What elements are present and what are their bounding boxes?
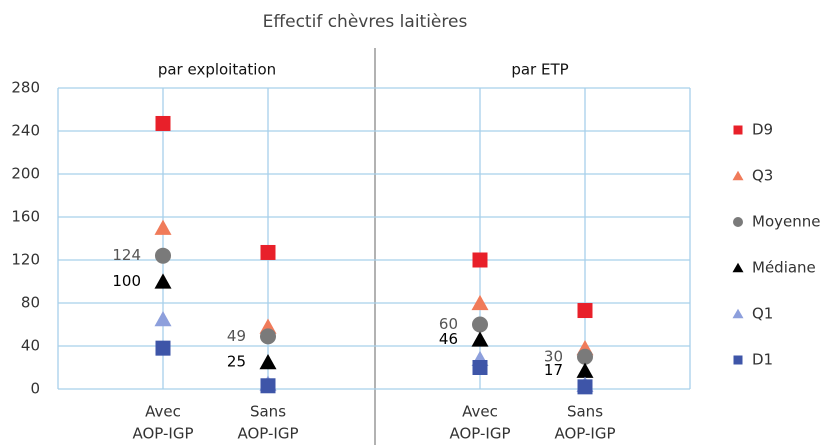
panel-title: par exploitation xyxy=(158,61,276,79)
legend-label: D1 xyxy=(752,351,773,369)
data-label: 100 xyxy=(112,272,141,290)
panel-title: par ETP xyxy=(511,61,568,79)
marker-square xyxy=(733,355,743,365)
y-tick-label: 80 xyxy=(21,294,40,312)
x-tick-label: AOP-IGP xyxy=(237,425,298,443)
marker-circle xyxy=(577,348,593,365)
x-tick-label: Avec xyxy=(145,403,181,421)
marker-triangle xyxy=(154,273,172,289)
marker-triangle xyxy=(154,311,172,327)
x-tick-label: Sans xyxy=(567,403,603,421)
x-tick-label: Avec xyxy=(462,403,498,421)
marker-triangle xyxy=(259,354,277,370)
marker-square xyxy=(155,340,171,356)
y-tick-label: 120 xyxy=(11,251,40,269)
x-tick-label: AOP-IGP xyxy=(554,425,615,443)
marker-circle xyxy=(155,247,171,264)
legend-label: Médiane xyxy=(752,259,816,277)
marker-triangle xyxy=(154,219,172,235)
marker-square xyxy=(577,379,593,395)
y-tick-label: 280 xyxy=(11,79,40,97)
data-label: 124 xyxy=(112,246,141,264)
marker-square xyxy=(577,303,593,319)
data-label: 17 xyxy=(544,361,563,379)
marker-square xyxy=(260,244,276,260)
marker-triangle xyxy=(732,308,744,319)
marker-triangle xyxy=(576,362,594,378)
chart-title: Effectif chèvres laitières xyxy=(263,12,468,32)
x-tick-label: AOP-IGP xyxy=(449,425,510,443)
marker-square xyxy=(733,125,743,135)
marker-square xyxy=(472,360,488,375)
legend-label: Q1 xyxy=(752,305,773,323)
marker-square xyxy=(260,378,276,394)
x-tick-label: AOP-IGP xyxy=(132,425,193,443)
y-tick-label: 240 xyxy=(11,122,40,140)
marker-square xyxy=(472,252,488,268)
y-tick-label: 0 xyxy=(30,380,40,398)
data-label: 30 xyxy=(544,347,563,365)
marker-triangle xyxy=(732,170,744,181)
marker-square xyxy=(155,115,171,131)
marker-triangle xyxy=(471,331,489,347)
y-tick-label: 200 xyxy=(11,165,40,183)
legend-label: Moyenne xyxy=(752,213,820,231)
marker-circle xyxy=(733,217,743,227)
marker-circle xyxy=(260,328,276,345)
marker-circle xyxy=(472,316,488,333)
data-label: 46 xyxy=(439,330,458,348)
marker-triangle xyxy=(732,262,744,273)
data-label: 25 xyxy=(227,353,246,371)
data-label: 60 xyxy=(439,315,458,333)
data-label: 49 xyxy=(227,327,246,345)
legend-label: Q3 xyxy=(752,167,773,185)
x-tick-label: Sans xyxy=(250,403,286,421)
y-tick-label: 40 xyxy=(21,337,40,355)
marker-triangle xyxy=(471,294,489,311)
y-tick-label: 160 xyxy=(11,208,40,226)
legend-label: D9 xyxy=(752,121,773,139)
